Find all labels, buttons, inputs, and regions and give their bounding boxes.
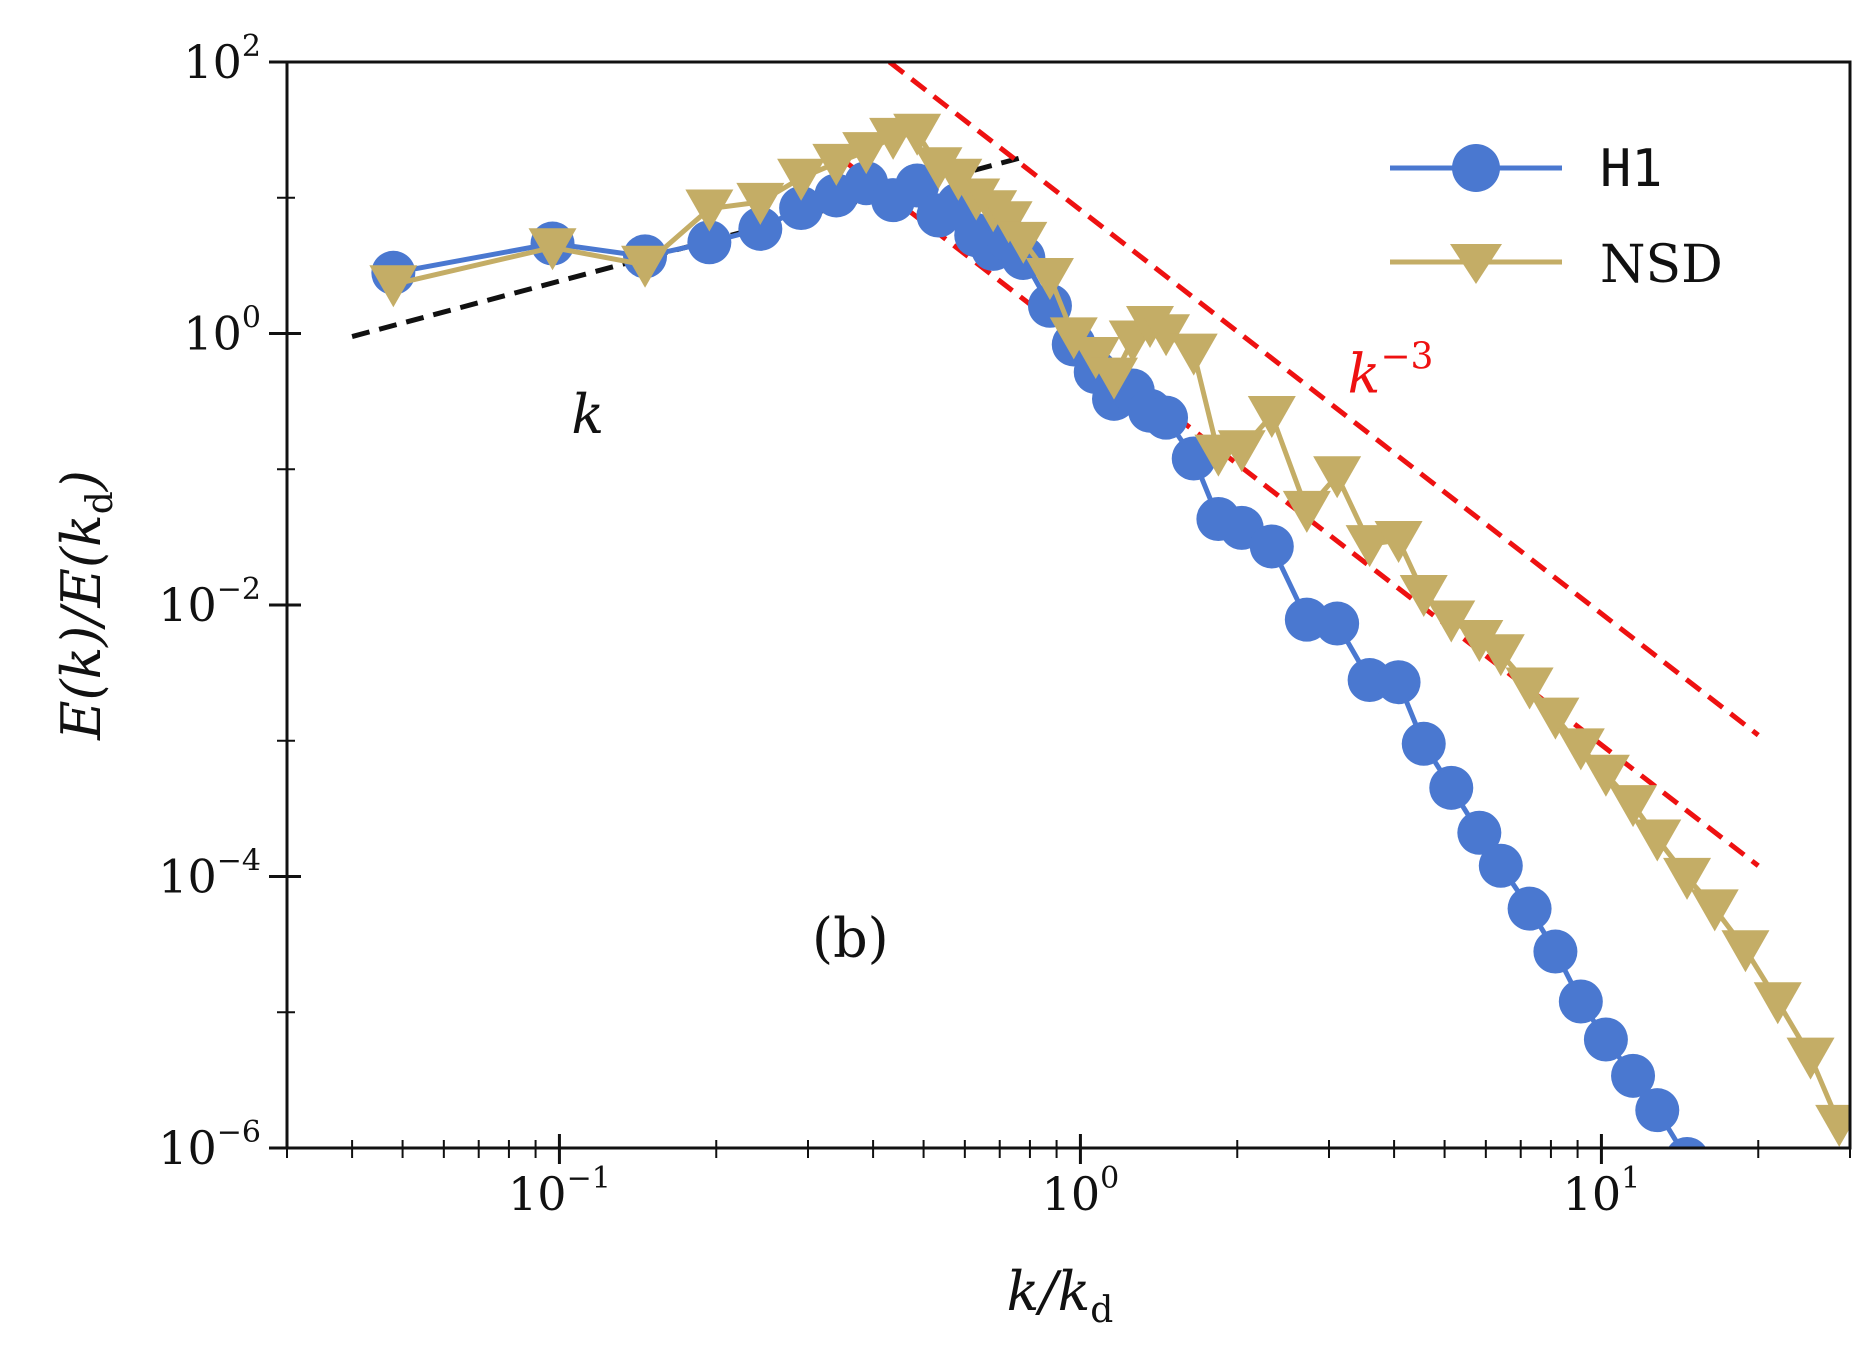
data-point-nsd: [1753, 982, 1802, 1025]
data-point-nsd: [736, 182, 785, 225]
data-point-nsd: [1531, 697, 1580, 740]
data-point-h1: [1478, 843, 1523, 888]
legend-h1-marker: [1452, 144, 1500, 192]
data-point-nsd: [1721, 930, 1770, 973]
data-point-nsd: [893, 113, 942, 156]
data-point-nsd: [1786, 1037, 1835, 1080]
data-point-nsd: [1374, 521, 1423, 564]
y-tick-label: 102: [183, 29, 261, 89]
data-point-nsd: [842, 132, 891, 175]
data-point-h1: [1249, 524, 1294, 569]
data-point-h1: [1635, 1088, 1680, 1133]
data-point-nsd: [369, 265, 418, 308]
y-tick-label: 10−6: [158, 1115, 261, 1175]
legend: H1 NSD: [1390, 139, 1723, 295]
data-point-h1: [1027, 283, 1072, 328]
y-tick-label: 10−2: [158, 572, 261, 632]
data-point-h1: [1376, 660, 1421, 705]
data-point-h1: [1401, 721, 1446, 766]
data-point-h1: [1429, 765, 1474, 810]
x-tick-label: 10−1: [508, 1161, 611, 1221]
data-point-h1: [738, 206, 783, 251]
legend-h1-label: H1: [1600, 139, 1663, 199]
data-point-nsd: [1663, 857, 1712, 900]
data-point-nsd: [1313, 456, 1362, 499]
data-point-nsd: [1282, 490, 1331, 533]
data-point-nsd: [1690, 889, 1739, 932]
data-point-nsd: [1142, 314, 1191, 357]
data-point-h1: [1533, 929, 1578, 974]
data-point-nsd: [1399, 575, 1448, 618]
series-nsd: [369, 113, 1850, 1147]
data-point-h1: [1667, 1136, 1707, 1148]
data-point-nsd: [1455, 619, 1504, 662]
data-point-nsd: [1427, 600, 1476, 643]
data-point-nsd: [1090, 357, 1139, 400]
legend-nsd-label: NSD: [1600, 235, 1723, 295]
data-point-nsd: [621, 245, 670, 288]
data-point-nsd: [1505, 667, 1554, 710]
data-point-h1: [1558, 979, 1603, 1024]
data-point-nsd: [528, 228, 577, 271]
data-point-nsd: [777, 158, 826, 201]
y-tick-label: 100: [183, 301, 261, 361]
data-point-nsd: [1556, 728, 1605, 771]
data-point-nsd: [1247, 396, 1296, 439]
y-axis-title: E(k)/E(kd): [50, 470, 121, 741]
x-axis-title: k/kd: [1007, 1260, 1114, 1331]
data-point-nsd: [812, 143, 861, 186]
data-point-nsd: [999, 221, 1048, 264]
data-point-nsd: [914, 147, 963, 190]
data-point-h1: [1611, 1053, 1656, 1098]
data-point-h1: [1507, 886, 1552, 931]
data-point-nsd: [1609, 785, 1658, 828]
data-point-h1: [779, 186, 824, 231]
data-point-h1: [687, 220, 732, 265]
data-point-nsd: [1169, 333, 1218, 376]
x-tick-label: 101: [1563, 1161, 1641, 1221]
panel-label: (b): [812, 906, 889, 969]
slope-k-minus-3-label: k−3: [1348, 337, 1434, 406]
data-point-nsd: [685, 189, 734, 232]
legend-nsd-marker: [1450, 244, 1502, 284]
axis-ticks: 10−6 10−4 10−2 100 102 10−1 100 101: [158, 29, 1640, 1221]
data-point-h1: [1457, 810, 1502, 855]
data-point-nsd: [1633, 819, 1682, 862]
data-series: [369, 113, 1850, 1148]
reference-line-k-3-upper: [887, 62, 1760, 738]
data-point-nsd: [1217, 430, 1266, 473]
data-point-nsd: [1476, 634, 1525, 677]
series-h1: [371, 161, 1707, 1148]
slope-k-label: k: [571, 383, 604, 446]
x-tick-label: 100: [1042, 1161, 1120, 1221]
data-point-nsd: [1345, 525, 1394, 568]
data-point-nsd: [1025, 257, 1074, 300]
data-point-h1: [1144, 395, 1189, 440]
data-point-h1: [1583, 1017, 1628, 1062]
data-point-nsd: [1815, 1104, 1850, 1147]
y-tick-label: 10−4: [158, 844, 261, 904]
data-point-nsd: [1581, 754, 1630, 797]
data-point-h1: [1315, 601, 1360, 646]
